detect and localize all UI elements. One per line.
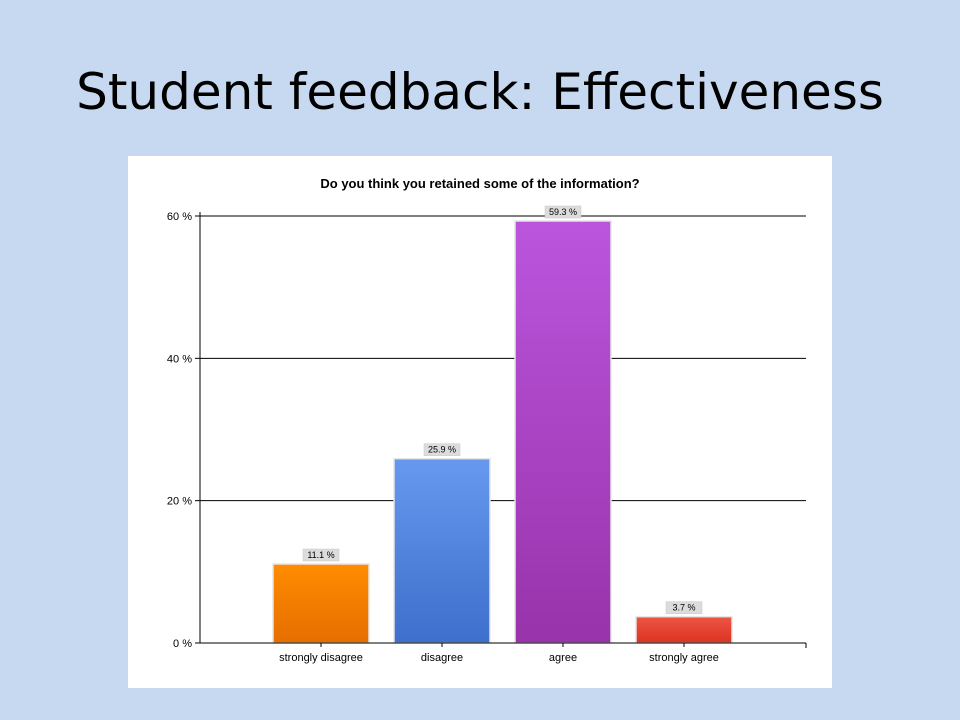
- bar-disagree: [393, 457, 491, 644]
- value-label: 25.9 %: [428, 445, 456, 455]
- bar-agree: [514, 220, 612, 644]
- value-label: 59.3 %: [549, 207, 577, 217]
- y-tick-label: 40 %: [167, 353, 192, 365]
- bars: [272, 220, 733, 644]
- y-tick-label: 60 %: [167, 211, 192, 223]
- value-label: 3.7 %: [672, 603, 695, 613]
- bar-chart: Do you think you retained some of the in…: [167, 176, 807, 664]
- value-label: 11.1 %: [307, 550, 334, 560]
- labels: 0 % 20 % 40 % 60 % 11.1 % strongly disagree 25…: [167, 205, 719, 664]
- value-label-box: [302, 548, 340, 562]
- bar-strongly-agree: [635, 615, 733, 644]
- value-label-box: [423, 443, 461, 456]
- y-tick-label: 0 %: [173, 638, 192, 650]
- value-label-box: [665, 601, 703, 614]
- chart-panel: Do you think you retained some of the in…: [128, 156, 832, 688]
- bar-strongly-disagree: [272, 563, 370, 644]
- x-tick-label: disagree: [421, 652, 463, 664]
- x-tick-label: agree: [549, 652, 577, 664]
- value-label-box: [544, 205, 582, 219]
- y-tick-label: 20 %: [167, 496, 192, 508]
- slide-title: Student feedback: Effectiveness: [76, 63, 884, 121]
- x-tick-label: strongly disagree: [279, 652, 363, 664]
- axes: [195, 212, 807, 648]
- x-tick-label: strongly agree: [649, 652, 719, 664]
- chart-title: Do you think you retained some of the in…: [320, 176, 639, 191]
